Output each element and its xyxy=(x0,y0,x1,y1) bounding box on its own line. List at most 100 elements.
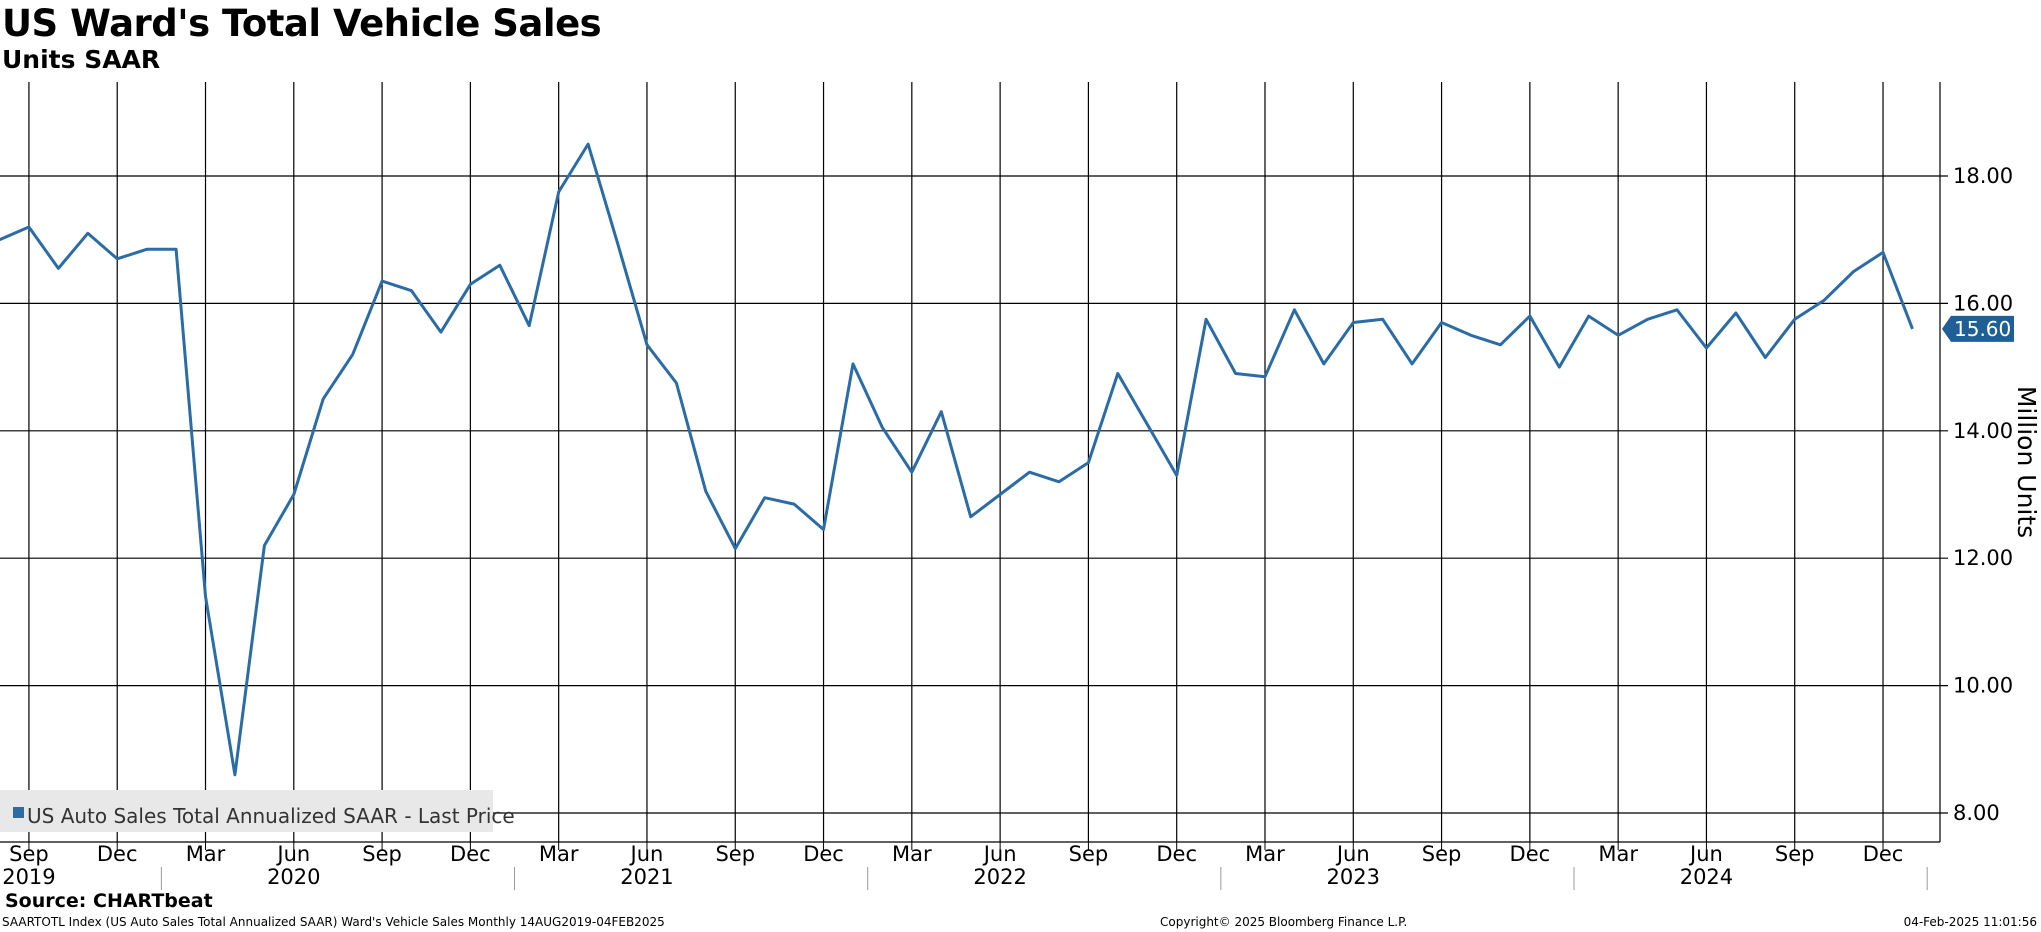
data-point xyxy=(941,411,942,412)
x-year-label: 2024 xyxy=(1680,865,1733,889)
footer-timestamp: 04-Feb-2025 11:01:56 xyxy=(1903,915,2037,929)
data-point xyxy=(1353,322,1354,323)
x-year-label: 2020 xyxy=(267,865,320,889)
data-point xyxy=(28,226,29,227)
data-point xyxy=(1382,319,1383,320)
x-month-label: Jun xyxy=(1335,842,1370,866)
x-month-label: Mar xyxy=(1598,842,1638,866)
data-point xyxy=(411,290,412,291)
data-point xyxy=(529,325,530,326)
data-point xyxy=(764,497,765,498)
data-point xyxy=(323,398,324,399)
x-month-label: Sep xyxy=(362,842,402,866)
x-month-label: Sep xyxy=(715,842,755,866)
chart-subtitle: Units SAAR xyxy=(2,45,161,74)
y-tick-label: 14.00 xyxy=(1953,419,2013,443)
x-month-label: Jun xyxy=(982,842,1017,866)
data-point xyxy=(176,249,177,250)
data-point xyxy=(117,258,118,259)
y-tick-labels: 8.00 10.00 12.00 14.00 16.00 18.00 xyxy=(1953,164,2013,825)
data-point xyxy=(1029,472,1030,473)
data-point xyxy=(1647,319,1648,320)
footer-series-description: SAARTOTL Index (US Auto Sales Total Annu… xyxy=(2,915,665,929)
data-point xyxy=(588,144,589,145)
last-value-label: 15.60 xyxy=(1954,317,2011,341)
data-point xyxy=(1735,312,1736,313)
data-point xyxy=(1853,271,1854,272)
data-point xyxy=(470,284,471,285)
data-point xyxy=(1323,363,1324,364)
data-point xyxy=(1088,462,1089,463)
data-point xyxy=(87,233,88,234)
x-month-label: Dec xyxy=(1156,842,1197,866)
data-point xyxy=(1883,252,1884,253)
x-month-label: Dec xyxy=(1863,842,1904,866)
data-point xyxy=(970,516,971,517)
x-year-label: 2019 xyxy=(2,865,55,889)
data-point xyxy=(735,548,736,549)
vertical-gridlines xyxy=(28,82,1884,842)
data-point xyxy=(205,596,206,597)
data-point xyxy=(1235,373,1236,374)
x-month-label: Dec xyxy=(803,842,844,866)
x-month-label: Jun xyxy=(1688,842,1723,866)
x-year-label: 2022 xyxy=(973,865,1026,889)
data-point xyxy=(1058,481,1059,482)
data-point xyxy=(882,427,883,428)
series-line xyxy=(0,142,1914,777)
footer-copyright: Copyright© 2025 Bloomberg Finance L.P. xyxy=(1160,915,1408,929)
x-year-label: 2021 xyxy=(620,865,673,889)
data-point xyxy=(1765,357,1766,358)
data-point xyxy=(234,774,235,775)
data-point xyxy=(1912,328,1913,329)
y-tick-label: 16.00 xyxy=(1953,291,2013,315)
x-month-label: Dec xyxy=(1510,842,1551,866)
data-point xyxy=(1471,335,1472,336)
x-month-label: Mar xyxy=(1245,842,1285,866)
x-month-label: Jun xyxy=(275,842,310,866)
x-month-label: Sep xyxy=(1775,842,1815,866)
data-point xyxy=(352,354,353,355)
data-point xyxy=(1677,309,1678,310)
data-point xyxy=(617,242,618,243)
y-axis-label: Million Units xyxy=(2012,386,2041,538)
y-tick-label: 10.00 xyxy=(1953,674,2013,698)
data-point xyxy=(1824,300,1825,301)
data-point xyxy=(264,545,265,546)
data-point xyxy=(1794,319,1795,320)
x-tick-labels: Sep Dec Mar Jun Sep Dec Mar Jun Sep Dec Mar Jun Sep D… xyxy=(2,842,1903,889)
legend: US Auto Sales Total Annualized SAAR - La… xyxy=(0,790,515,832)
data-point xyxy=(499,265,500,266)
data-point xyxy=(1294,309,1295,310)
data-point xyxy=(558,191,559,192)
data-point xyxy=(440,332,441,333)
data-point xyxy=(382,281,383,282)
data-point xyxy=(146,249,147,250)
data-point xyxy=(705,491,706,492)
data-point xyxy=(794,504,795,505)
y-tick-label: 8.00 xyxy=(1953,801,2000,825)
chart-title: US Ward's Total Vehicle Sales xyxy=(2,2,602,45)
x-year-label: 2023 xyxy=(1327,865,1380,889)
data-point xyxy=(1706,347,1707,348)
data-point xyxy=(58,268,59,269)
data-point xyxy=(1147,424,1148,425)
x-month-label: Mar xyxy=(892,842,932,866)
data-point xyxy=(1441,322,1442,323)
legend-background xyxy=(0,790,493,832)
data-point xyxy=(293,494,294,495)
axis-ticks xyxy=(28,842,1928,890)
x-month-label: Sep xyxy=(1069,842,1109,866)
data-point xyxy=(852,363,853,364)
x-month-label: Mar xyxy=(186,842,226,866)
series-points xyxy=(0,144,1913,776)
y-tick-label: 12.00 xyxy=(1953,546,2013,570)
legend-swatch xyxy=(13,807,24,818)
data-point xyxy=(1264,376,1265,377)
last-value-badge: 15.60 xyxy=(1942,315,2014,342)
data-point xyxy=(1000,494,1001,495)
data-point xyxy=(1412,363,1413,364)
x-month-label: Jun xyxy=(629,842,664,866)
source-note: Source: CHARTbeat xyxy=(5,890,213,912)
